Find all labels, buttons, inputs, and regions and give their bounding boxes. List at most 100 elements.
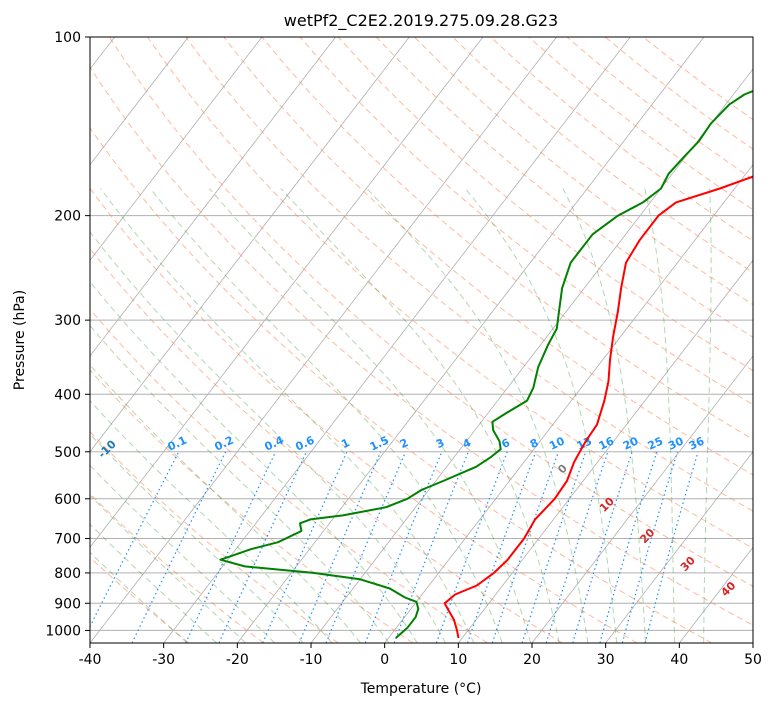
mixing-ratio-label: 0.6 [293, 433, 316, 453]
y-tick-label: 600 [54, 492, 81, 508]
chart-title: wetPf2_C2E2.2019.275.09.28.G23 [284, 11, 558, 31]
x-tick-label: 40 [670, 652, 688, 668]
moist-adiabat [90, 400, 333, 643]
y-tick-label: 900 [54, 596, 81, 612]
isotherm [90, 37, 557, 643]
dry-adiabat [90, 248, 563, 643]
mixing-ratio-label: 10 [547, 434, 567, 452]
moist-adiabat [90, 464, 275, 643]
y-tick-label: 500 [54, 445, 81, 461]
dry-adiabat [452, 37, 753, 273]
x-tick-label: 0 [380, 652, 389, 668]
moist-adiabat [280, 188, 560, 643]
dry-adiabat [375, 37, 753, 338]
moist-adiabat [149, 188, 503, 643]
temperature-line [443, 175, 753, 639]
x-tick-label: 30 [597, 652, 615, 668]
dry-adiabat [490, 37, 753, 242]
moist-adiabat [90, 433, 304, 643]
dry-adiabat [185, 37, 753, 512]
x-tick-label: -40 [79, 652, 102, 668]
dry-adiabat [299, 37, 753, 406]
profile-series [219, 90, 753, 639]
mixing-ratio-label: 16 [597, 434, 617, 452]
mixing-ratio-label: 0.1 [166, 434, 189, 454]
isotherm [163, 37, 631, 643]
isotherm [679, 546, 753, 643]
x-axis-title: Temperature (°C) [360, 681, 482, 697]
mixing-ratio-label: 1 [339, 436, 351, 451]
isotherm [605, 451, 753, 643]
dry-adiabat [337, 37, 753, 372]
dry-adiabat [90, 127, 712, 643]
moist-adiabat [90, 281, 418, 643]
isotherm [384, 163, 753, 643]
y-tick-label: 1000 [45, 623, 81, 639]
x-axis: -40 -30 -20 -10 0 10 20 30 40 50 [79, 643, 762, 668]
dry-adiabat [90, 369, 414, 643]
moist-adiabat [90, 494, 247, 643]
dry-adiabat [90, 187, 638, 643]
isotherm [90, 37, 336, 357]
y-axis-title: Pressure (hPa) [12, 290, 28, 390]
dry-adiabat [90, 308, 488, 643]
dry-adiabat [90, 66, 753, 626]
isotherm [531, 355, 753, 643]
isotherm [90, 37, 189, 166]
x-tick-label: 10 [449, 652, 467, 668]
mixing-ratio-line [435, 451, 508, 643]
dry-adiabat [528, 37, 753, 211]
moist-adiabat [209, 188, 532, 643]
dry-adiabat [108, 37, 753, 587]
dry-adiabat [414, 37, 753, 306]
mixing-ratio-line [644, 451, 699, 643]
mixing-ratio-line [325, 451, 407, 643]
mixing-ratio-line [364, 451, 443, 643]
moist-adiabat-label: 40 [718, 579, 738, 599]
mixing-ratio-line [218, 451, 307, 643]
isotherm [90, 37, 484, 548]
y-tick-label: 800 [54, 566, 81, 582]
y-tick-label: 300 [54, 313, 81, 329]
mixing-ratio-line [90, 451, 180, 628]
moist-adiabat [90, 324, 390, 643]
moist-adiabat [90, 364, 361, 643]
y-tick-label: 200 [54, 209, 81, 225]
mixing-ratio-line [185, 451, 277, 643]
moist-adiabat [562, 188, 647, 643]
x-tick-label: 20 [523, 652, 541, 668]
moist-adiabat-label: 0 [555, 462, 570, 477]
mixing-ratio-line [599, 451, 658, 643]
y-tick-label: 400 [54, 387, 81, 403]
plot-frame [89, 36, 754, 644]
mixing-ratio-label: 1.5 [368, 434, 391, 454]
moist-adiabat [100, 188, 475, 643]
mixing-ratio-label: 30 [666, 434, 686, 452]
mixing-ratio-line [545, 451, 609, 643]
dry-adiabat [90, 556, 190, 643]
mixing-ratio-line [393, 451, 469, 643]
y-tick-label: 700 [54, 532, 81, 548]
mixing-ratio-label: 36 [687, 434, 707, 452]
moist-adiabat [703, 188, 712, 643]
moist-adiabat [90, 231, 446, 643]
mixing-ratio-label: 25 [646, 435, 665, 453]
x-tick-label: -30 [152, 652, 175, 668]
mixing-ratio-line [131, 451, 227, 643]
x-tick-label: -20 [226, 652, 249, 668]
moist-adiabat [644, 188, 676, 643]
moist-adiabat-label: 30 [678, 554, 698, 574]
mixing-ratio-label: 4 [461, 436, 474, 451]
mixing-ratio-line [491, 451, 560, 643]
mixing-ratio-line [466, 451, 537, 643]
moist-adiabat-label: 20 [637, 526, 657, 546]
y-axis: 1000 900 800 700 600 500 400 300 200 100 [45, 30, 90, 639]
x-tick-label: 50 [744, 652, 762, 668]
mixing-ratio-label: 20 [621, 434, 641, 452]
mixing-ratio-label: 3 [434, 436, 446, 451]
isotherm [90, 37, 410, 453]
dry-adiabat [566, 37, 753, 180]
mixing-ratio-line [621, 451, 678, 643]
x-tick-label: -10 [300, 652, 323, 668]
